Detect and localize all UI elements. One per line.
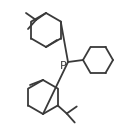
- Text: P: P: [60, 61, 66, 71]
